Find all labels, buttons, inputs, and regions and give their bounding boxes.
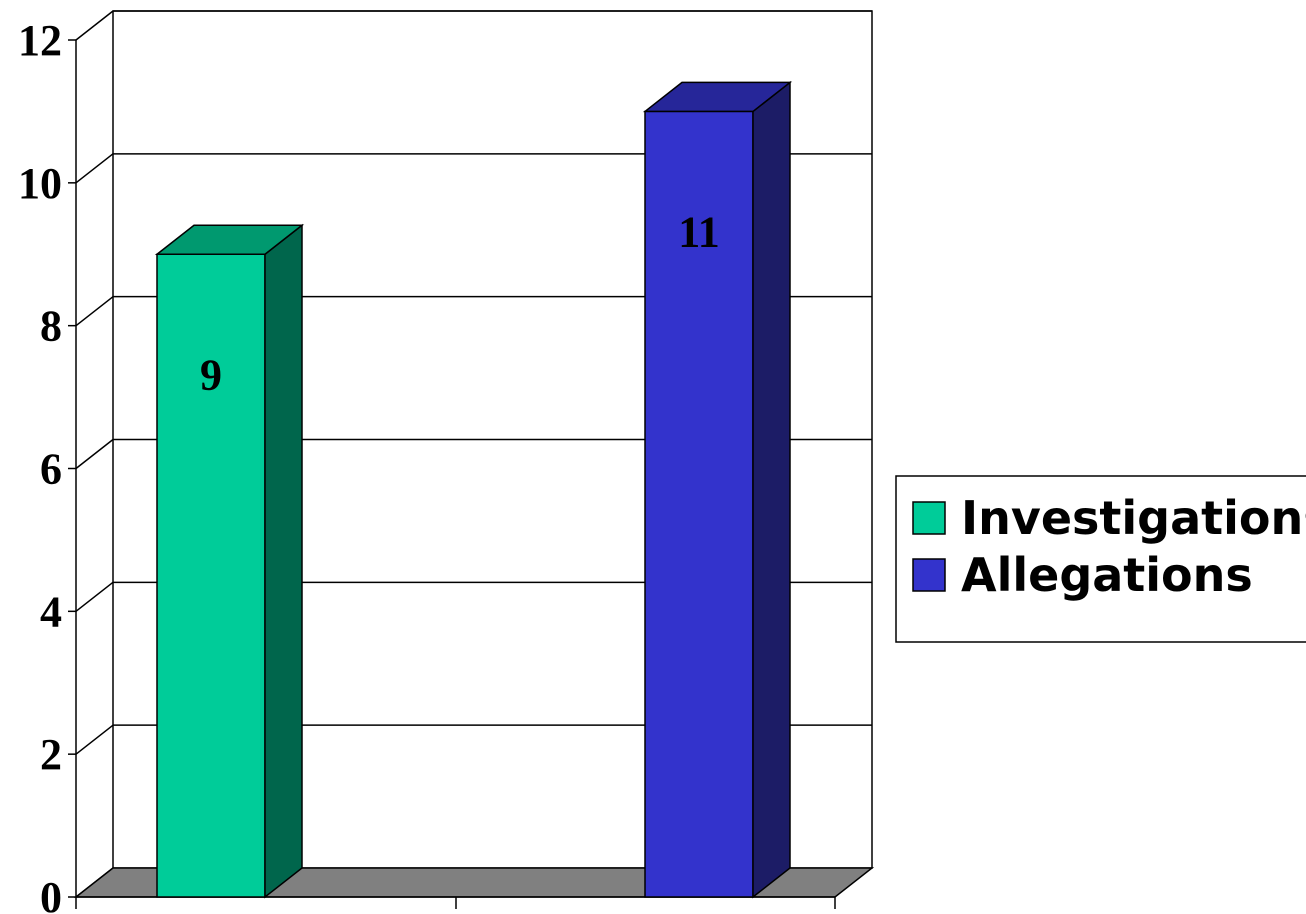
side-wall-line — [75, 296, 114, 327]
bar-top — [154, 224, 305, 255]
bar-investigations — [154, 223, 305, 899]
y-tick-label: 2 — [40, 730, 62, 779]
y-tick-label: 10 — [18, 159, 62, 208]
y-tick-label: 0 — [40, 873, 62, 914]
side-wall-line — [75, 438, 114, 470]
bar-side — [264, 223, 303, 899]
y-tick-label: 4 — [40, 587, 62, 636]
data-label: 9 — [200, 350, 222, 399]
legend-box — [895, 475, 1306, 643]
legend-label: Allegations — [961, 548, 1253, 602]
bar-allegations — [642, 80, 793, 899]
legend-swatch — [912, 501, 946, 535]
side-wall-line — [75, 10, 114, 41]
legend-swatch — [912, 558, 946, 592]
bars — [154, 80, 793, 899]
side-wall-line — [75, 724, 114, 755]
y-tick-label: 8 — [40, 302, 62, 351]
axes: 0 2 4 6 8 10 12 — [18, 16, 836, 914]
bar-top — [642, 81, 793, 113]
side-wall-line — [75, 153, 114, 184]
y-tick-label: 12 — [18, 16, 62, 65]
data-label: 11 — [678, 207, 720, 256]
y-tick-label: 6 — [40, 445, 62, 494]
legend-label: Investigations — [961, 491, 1306, 545]
side-wall-line — [75, 581, 114, 612]
bar-side — [752, 80, 791, 899]
data-labels: 9 11 — [200, 207, 720, 399]
bar-front — [644, 110, 754, 898]
